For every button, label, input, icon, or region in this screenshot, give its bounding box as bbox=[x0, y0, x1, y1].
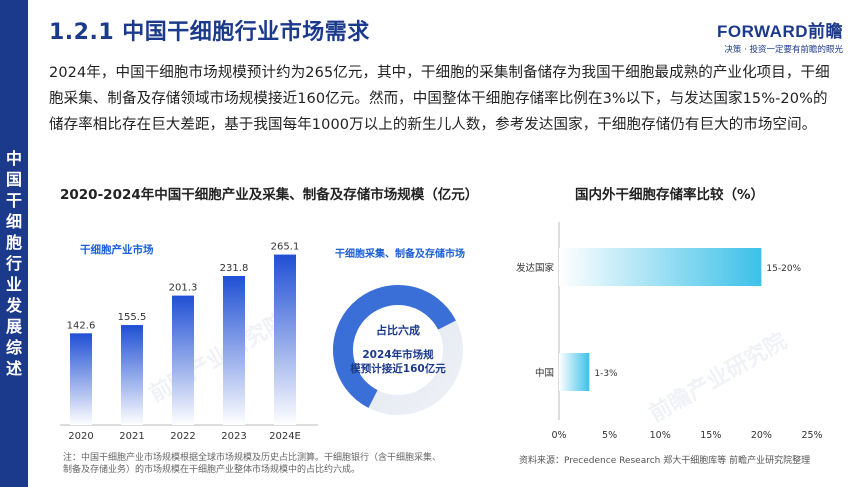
x-tick-label: 5% bbox=[602, 430, 617, 441]
bar bbox=[172, 295, 194, 425]
logo: FORWARD前瞻 决策 · 投资一定要有前瞻的眼光 bbox=[717, 17, 843, 55]
donut-center-label: 占比六成 bbox=[376, 323, 420, 337]
x-tick-label: 15% bbox=[700, 430, 721, 441]
footnote: 注：中国干细胞产业市场规模根据全球市场规模及历史占比测算。干细胞银行（含干细胞采… bbox=[63, 453, 442, 475]
x-tick-label: 10% bbox=[650, 430, 671, 441]
bar bbox=[223, 275, 245, 425]
hbar bbox=[559, 248, 762, 286]
hbar-chart: 发达国家 15-20% 中国 1-3% 0% 5% 10% 15% 20% 25% bbox=[516, 222, 823, 441]
x-tick-label: 25% bbox=[801, 430, 822, 441]
page-title: 1.2.1 中国干细胞行业市场需求 bbox=[49, 20, 370, 45]
bar-value-label: 265.1 bbox=[271, 242, 300, 253]
bar-value-label: 201.3 bbox=[169, 283, 198, 294]
donut-center-text: 模预计接近160亿元 bbox=[350, 362, 446, 375]
donut-center-text: 2024年市场规 bbox=[362, 348, 434, 361]
x-tick-label: 20% bbox=[751, 430, 772, 441]
x-tick-label: 2023 bbox=[221, 431, 246, 442]
x-tick-label: 2022 bbox=[170, 431, 195, 442]
donut-slice bbox=[333, 285, 456, 408]
bar bbox=[121, 325, 143, 425]
bar-value-label: 231.8 bbox=[220, 263, 249, 274]
bar bbox=[274, 254, 296, 425]
y-tick-label: 中国 bbox=[535, 367, 554, 379]
legend-label: 干细胞产业市场 bbox=[80, 243, 154, 256]
hbar bbox=[559, 353, 590, 391]
donut-title: 干细胞采集、制备及存储市场 bbox=[335, 247, 465, 260]
right-chart-title: 国内外干细胞存储率比较（%） bbox=[575, 187, 765, 203]
source-note: 资料来源：Precedence Research 郑大干细胞库等 前瞻产业研究院… bbox=[519, 456, 811, 466]
x-tick-label: 2024E bbox=[269, 431, 301, 442]
body-paragraph: 2024年，中国干细胞市场规模预计约为265亿元，其中，干细胞的采集制备储存为我… bbox=[49, 65, 830, 133]
bar bbox=[70, 333, 92, 425]
sidebar: 中国干细胞行业发展综述 bbox=[0, 0, 28, 487]
y-tick-label: 发达国家 bbox=[516, 262, 555, 274]
hbar-value-label: 1-3% bbox=[594, 369, 618, 379]
logo-tagline: 决策 · 投资一定要有前瞻的眼光 bbox=[724, 45, 843, 55]
bar-value-label: 142.6 bbox=[67, 320, 96, 331]
bar-chart: 干细胞产业市场 142.6 2020 155.5 2021 201.3 2022 231.8 2… bbox=[60, 242, 318, 442]
sidebar-label: 中国干细胞行业发展综述 bbox=[5, 149, 22, 378]
hbar-value-label: 15-20% bbox=[766, 264, 801, 274]
left-chart-title: 2020-2024年中国干细胞产业及采集、制备及存储市场规模（亿元） bbox=[60, 187, 479, 203]
x-tick-label: 2021 bbox=[119, 431, 144, 442]
logo-brand: FORWARD前瞻 bbox=[716, 22, 843, 41]
x-tick-label: 0% bbox=[551, 430, 566, 441]
x-tick-label: 2020 bbox=[68, 431, 93, 442]
bar-value-label: 155.5 bbox=[118, 312, 147, 323]
